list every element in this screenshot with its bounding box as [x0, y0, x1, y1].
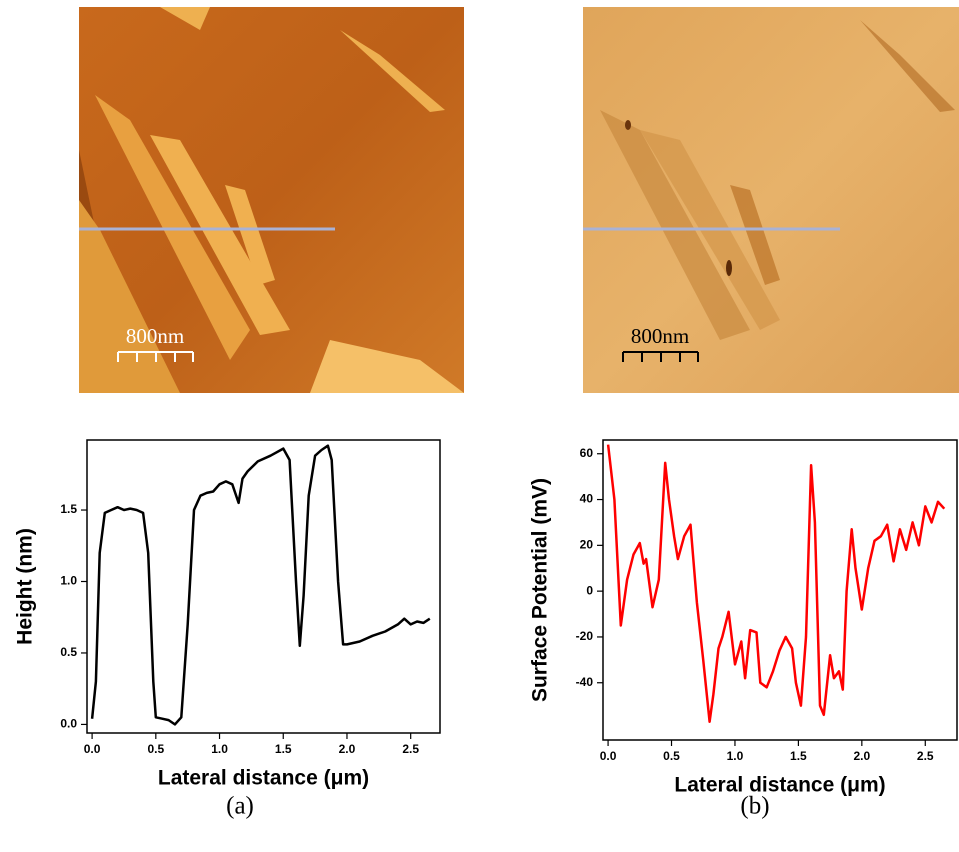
plot-frame [86, 439, 441, 734]
scale-label: 800nm [631, 324, 689, 348]
potential-image [583, 7, 959, 393]
x-tick-label: 2.5 [402, 742, 419, 756]
x-tick-label: 2.0 [339, 742, 356, 756]
y-axis-label: Surface Potential (mV) [529, 478, 552, 702]
line [606, 444, 946, 723]
x-tick-label: 0.0 [600, 749, 617, 763]
x-tick-label: 1.0 [727, 749, 744, 763]
y-tick-label: -20 [576, 629, 594, 643]
panel-label: (a) [226, 793, 254, 820]
x-tick-label: 0.0 [84, 742, 101, 756]
y-tick-label: -40 [576, 675, 594, 689]
y-tick-label: 1.5 [60, 502, 77, 516]
x-tick-label: 1.5 [275, 742, 292, 756]
y-tick-label: 1.0 [60, 574, 77, 588]
y-tick-label: 0.0 [60, 717, 77, 731]
x-tick-label: 1.0 [211, 742, 228, 756]
y-tick-label: 0 [586, 583, 593, 597]
x-tick-label: 1.5 [790, 749, 807, 763]
y-tick-label: 40 [580, 492, 594, 506]
topography-image [79, 7, 464, 393]
x-tick-label: 0.5 [147, 742, 164, 756]
panel-label: (b) [740, 793, 769, 820]
x-tick-label: 2.0 [853, 749, 870, 763]
x-axis-label: Lateral distance (μm) [158, 767, 369, 790]
y-tick-label: 0.5 [60, 645, 77, 659]
x-tick-label: 2.5 [917, 749, 934, 763]
x-tick-label: 0.5 [663, 749, 680, 763]
line [90, 444, 431, 726]
y-axis-label: Height (nm) [14, 528, 37, 645]
y-tick-label: 60 [580, 446, 594, 460]
scale-bar [117, 351, 194, 362]
scale-label: 800nm [126, 324, 184, 348]
y-tick-label: 20 [580, 538, 594, 552]
scale-bar [622, 351, 699, 362]
x-axis-label: Lateral distance (μm) [674, 774, 885, 797]
plot-frame [602, 439, 958, 741]
